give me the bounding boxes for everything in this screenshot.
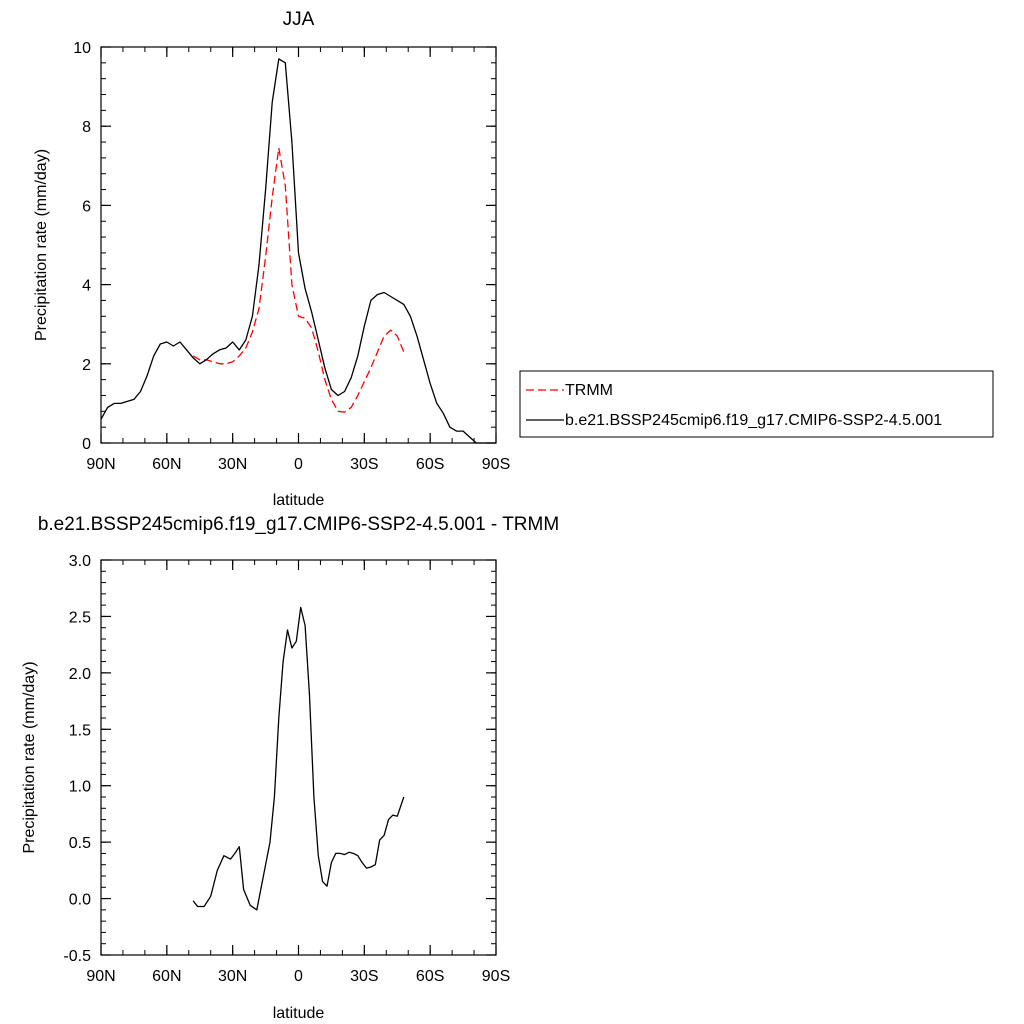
x-tick-label: 90S [482,968,510,985]
x-axis-label: latitude [273,492,325,509]
x-tick-label: 0 [294,968,303,985]
legend-label: TRMM [565,382,613,399]
y-tick-label: 6 [82,198,91,215]
legend-box [519,370,994,438]
legend: TRMM b.e21.BSSP245cmip6.f19_g17.CMIP6-SSP… [519,370,994,438]
x-tick-label: 60S [416,456,444,473]
series-line-1 [192,147,405,413]
y-tick-label: 0.0 [69,892,91,909]
series-line-1 [192,606,405,911]
plot-frame [100,559,497,956]
y-tick-label: 0.5 [69,835,91,852]
legend-label: b.e21.BSSP245cmip6.f19_g17.CMIP6-SSP2-4.… [565,412,942,429]
y-tick-label: 8 [82,119,91,136]
y-axis-label: Precipitation rate (mm/day) [33,149,50,341]
x-tick-label: 30N [218,968,247,985]
x-tick-label: 30S [350,456,378,473]
series-line-2 [100,58,496,444]
y-tick-label: 2 [82,357,91,374]
y-tick-label: -0.5 [63,948,91,965]
y-tick-label: 1.0 [69,779,91,796]
x-axis-label: latitude [273,1005,325,1022]
y-tick-label: 3.0 [69,553,91,570]
x-tick-label: 90S [482,456,510,473]
chart-title: b.e21.BSSP245cmip6.f19_g17.CMIP6-SSP2-4.… [38,514,559,535]
x-tick-label: 90N [86,456,115,473]
x-tick-label: 60N [152,456,181,473]
y-axis-label: Precipitation rate (mm/day) [21,661,38,853]
x-tick-label: 60N [152,968,181,985]
y-tick-label: 1.5 [69,722,91,739]
x-tick-label: 90N [86,968,115,985]
y-tick-label: 0 [82,436,91,453]
y-tick-label: 2.0 [69,666,91,683]
chart-panel-1: JJA 90N 60N 30N 0 30S 60S 90S 0 2 4 6 8 10 latitude Pre… [33,9,994,509]
x-tick-label: 0 [294,456,303,473]
x-tick-label: 30N [218,456,247,473]
x-tick-label: 30S [350,968,378,985]
x-tick-label: 60S [416,968,444,985]
chart-title: JJA [283,9,315,30]
y-tick-label: 4 [82,278,91,295]
chart-panel-2: b.e21.BSSP245cmip6.f19_g17.CMIP6-SSP2-4.… [21,514,559,1022]
y-tick-label: 2.5 [69,609,91,626]
y-tick-label: 10 [73,40,91,57]
